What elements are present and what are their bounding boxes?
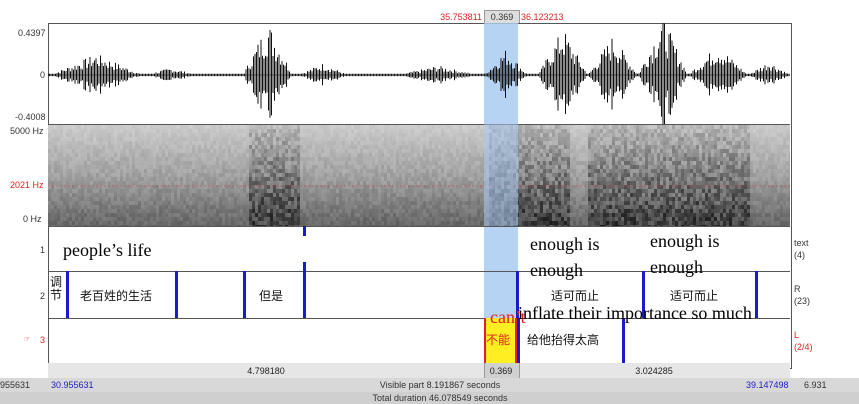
right-edge-time[interactable]: 6.931 xyxy=(804,380,827,390)
tier-3-name[interactable]: L xyxy=(794,330,800,340)
left-segment-duration[interactable]: 4.798180 xyxy=(247,366,285,376)
annotation-inflate: inflate their importance so much xyxy=(518,303,752,323)
tier-3-boundary[interactable] xyxy=(622,318,625,363)
tier-2-count: (23) xyxy=(794,296,811,306)
waveform-min-label: -0.4008 xyxy=(15,112,46,122)
tier-2-interval-label[interactable]: 适可而止 xyxy=(670,289,719,303)
tier-2-boundary[interactable] xyxy=(66,271,69,318)
visible-end-time[interactable]: 39.147498 xyxy=(746,380,789,390)
tier-3-selected-interval[interactable] xyxy=(484,318,517,363)
tier-2-boundary[interactable] xyxy=(303,262,306,318)
visible-part-duration[interactable]: Visible part 8.191867 seconds xyxy=(379,380,501,390)
tier-3-pointer-icon: ☞ xyxy=(24,336,31,343)
spectrogram-panel[interactable] xyxy=(48,124,790,227)
tier-2-interval-label[interactable]: 适可而止 xyxy=(551,289,600,303)
spectrogram-svg xyxy=(48,125,790,227)
tier-2-boundary[interactable] xyxy=(642,271,645,318)
spectrogram-bottom-label: 0 Hz xyxy=(23,214,42,224)
tier-2-name[interactable]: R xyxy=(794,284,801,294)
tier-2-boundary[interactable] xyxy=(516,271,519,318)
tier-3-interval-label[interactable]: 不能 xyxy=(486,333,511,347)
tier-2-interval-label[interactable]: 调节 xyxy=(50,275,63,302)
right-segment-duration[interactable]: 3.024285 xyxy=(635,366,673,376)
annotation-enough-1a: enough is xyxy=(530,234,600,254)
selection-segment-duration[interactable]: 0.369 xyxy=(489,366,513,376)
tier-3-number[interactable]: 3 xyxy=(40,335,46,345)
annotation-enough-2a: enough is xyxy=(650,231,720,251)
tier-separator xyxy=(48,271,790,272)
tier-1-name[interactable]: text xyxy=(794,238,809,248)
selection-end-time: 36.123213 xyxy=(521,12,564,22)
waveform-zero-label: 0 xyxy=(40,70,46,80)
total-duration[interactable]: Total duration 46.078549 seconds xyxy=(372,393,508,403)
tier-2-boundary[interactable] xyxy=(175,271,178,318)
selection-start-time: 35.753811 xyxy=(440,12,482,22)
waveform-max-label: 0.4397 xyxy=(18,28,46,38)
tier-1-count: (4) xyxy=(794,250,805,260)
visible-start-time[interactable]: 30.955631 xyxy=(51,380,94,390)
tier-2-boundary[interactable] xyxy=(755,271,758,318)
tier-3-boundary[interactable] xyxy=(517,318,520,363)
waveform-panel[interactable] xyxy=(47,16,790,131)
tier-separator xyxy=(48,226,790,227)
total-duration-bar xyxy=(0,392,859,404)
spectrogram-top-label: 5000 Hz xyxy=(10,126,44,136)
selection-overlay-spectrogram xyxy=(484,124,518,226)
duration-bar-selection xyxy=(484,363,520,378)
tier-3-count: (2/4) xyxy=(794,342,813,352)
selection-duration-top[interactable]: 0.369 xyxy=(484,10,520,24)
tier-3-interval-label[interactable]: 给他抬得太高 xyxy=(527,333,600,347)
tier-2-boundary[interactable] xyxy=(243,271,246,318)
annotation-cant: can’t xyxy=(490,307,526,327)
tier-separator xyxy=(48,318,790,319)
tier-2-interval-label[interactable]: 老百姓的生活 xyxy=(80,289,153,303)
tier-1-number[interactable]: 1 xyxy=(40,245,46,255)
annotation-enough-1b: enough xyxy=(530,260,583,280)
tier-1-boundary[interactable] xyxy=(303,226,306,236)
left-edge-time[interactable]: 955631 xyxy=(0,380,31,390)
annotation-peoples-life: people’s life xyxy=(63,240,152,260)
tier-2-interval-label[interactable]: 但是 xyxy=(259,289,284,303)
tier-2-number[interactable]: 2 xyxy=(40,291,46,301)
waveform-svg xyxy=(47,16,790,131)
spectrogram-cursor-label: 2021 Hz xyxy=(10,180,44,190)
annotation-enough-2b: enough xyxy=(650,257,703,277)
